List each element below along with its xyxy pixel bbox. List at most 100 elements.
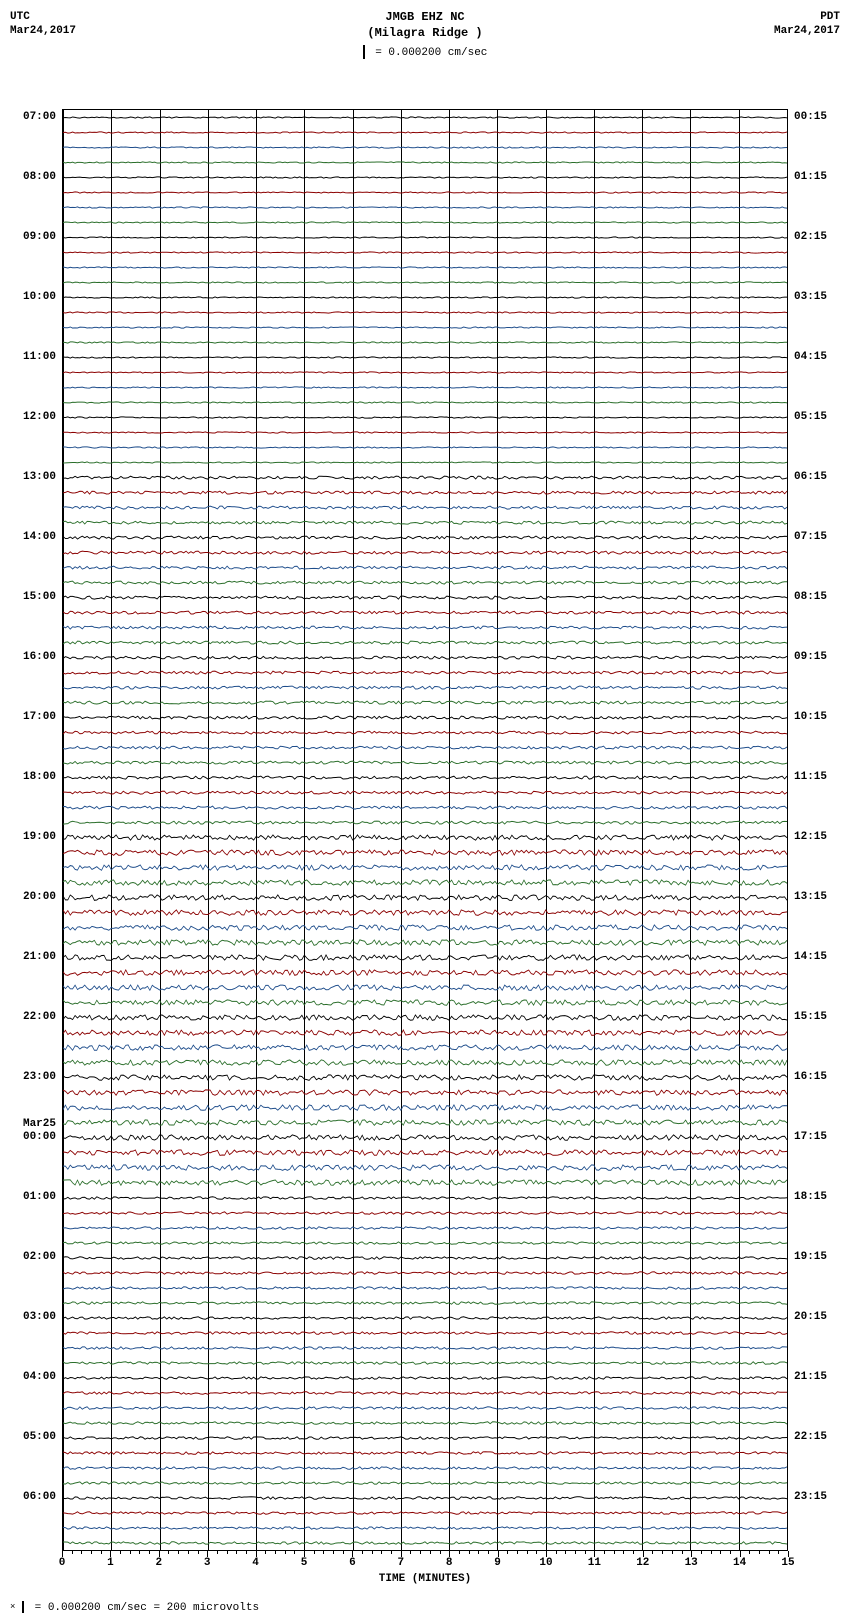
xtick-minor: [275, 1551, 276, 1554]
xtick-label: 2: [155, 1557, 162, 1569]
trace: [63, 1040, 787, 1055]
vgrid-line: [787, 110, 788, 1550]
right-time-label: 11:15: [794, 771, 827, 783]
trace: [63, 1209, 787, 1217]
xtick-minor: [139, 1551, 140, 1554]
trace: [63, 1224, 787, 1232]
left-time-label: 03:00: [23, 1311, 56, 1323]
trace: [63, 578, 787, 587]
trace: [63, 1419, 787, 1427]
xtick-label: 15: [781, 1557, 794, 1569]
trace: [63, 713, 787, 722]
scale-info: = 0.000200 cm/sec: [10, 45, 840, 59]
xtick-minor: [682, 1551, 683, 1554]
xtick-minor: [575, 1551, 576, 1554]
scale-text: = 0.000200 cm/sec: [375, 47, 487, 59]
trace: [63, 803, 787, 812]
trace: [63, 1389, 787, 1397]
trace: [63, 355, 787, 360]
left-time-label: 13:00: [23, 471, 56, 483]
trace: [63, 980, 787, 995]
xtick-minor: [440, 1551, 441, 1554]
scale-bar-icon: [363, 45, 365, 59]
xtick-minor: [652, 1551, 653, 1554]
xtick-minor: [527, 1551, 528, 1554]
right-time-label: 05:15: [794, 411, 827, 423]
trace: [63, 160, 787, 165]
xtick-minor: [517, 1551, 518, 1554]
left-time-label: 09:00: [23, 231, 56, 243]
right-time-label: 09:15: [794, 651, 827, 663]
trace: [63, 1359, 787, 1367]
trace: [63, 1434, 787, 1442]
trace: [63, 1464, 787, 1472]
trace: [63, 1269, 787, 1277]
right-time-label: 13:15: [794, 891, 827, 903]
trace: [63, 1284, 787, 1292]
right-time-label: 22:15: [794, 1431, 827, 1443]
right-time-label: 23:15: [794, 1491, 827, 1503]
xtick-label: 7: [397, 1557, 404, 1569]
trace: [63, 340, 787, 345]
trace: [63, 818, 787, 827]
xtick-minor: [314, 1551, 315, 1554]
tz-left-label: UTC: [10, 10, 76, 24]
xtick-minor: [585, 1551, 586, 1554]
trace: [63, 683, 787, 692]
right-time-label: 12:15: [794, 831, 827, 843]
trace: [63, 400, 787, 405]
right-time-label: 01:15: [794, 171, 827, 183]
trace: [63, 845, 787, 860]
trace: [63, 385, 787, 390]
left-time-label: 06:00: [23, 1491, 56, 1503]
xtick-minor: [285, 1551, 286, 1554]
left-time-label: 21:00: [23, 951, 56, 963]
trace: [63, 1479, 787, 1487]
tz-right: PDT Mar24,2017: [774, 10, 840, 39]
right-time-label: 00:15: [794, 111, 827, 123]
left-time-label: 02:00: [23, 1251, 56, 1263]
trace: [63, 1055, 787, 1070]
trace: [63, 1115, 787, 1130]
xtick-minor: [265, 1551, 266, 1554]
xtick-minor: [294, 1551, 295, 1554]
trace: [63, 265, 787, 270]
trace: [63, 1085, 787, 1100]
xtick-minor: [778, 1551, 779, 1554]
footer-prefix: ×: [10, 1602, 15, 1612]
trace: [63, 430, 787, 435]
right-time-label: 17:15: [794, 1131, 827, 1143]
xtick-minor: [672, 1551, 673, 1554]
trace: [63, 310, 787, 315]
right-time-label: 18:15: [794, 1191, 827, 1203]
trace: [63, 788, 787, 797]
right-time-label: 20:15: [794, 1311, 827, 1323]
left-time-label: 22:00: [23, 1011, 56, 1023]
xtick-minor: [343, 1551, 344, 1554]
trace: [63, 190, 787, 195]
trace: [63, 175, 787, 180]
trace: [63, 950, 787, 965]
xtick-minor: [72, 1551, 73, 1554]
trace: [63, 548, 787, 557]
xtick-label: 11: [588, 1557, 601, 1569]
trace: [63, 1494, 787, 1502]
trace: [63, 1374, 787, 1382]
footer: × = 0.000200 cm/sec = 200 microvolts: [10, 1601, 840, 1614]
right-time-label: 03:15: [794, 291, 827, 303]
xtick-minor: [372, 1551, 373, 1554]
xtick-minor: [459, 1551, 460, 1554]
xtick-minor: [662, 1551, 663, 1554]
xtick-minor: [236, 1551, 237, 1554]
trace: [63, 1070, 787, 1085]
xtick-minor: [730, 1551, 731, 1554]
xtick-minor: [720, 1551, 721, 1554]
trace: [63, 250, 787, 255]
trace: [63, 935, 787, 950]
trace: [63, 115, 787, 120]
xtick-label: 9: [494, 1557, 501, 1569]
trace: [63, 503, 787, 512]
right-time-label: 19:15: [794, 1251, 827, 1263]
left-time-label: 07:00: [23, 111, 56, 123]
left-time-label: 08:00: [23, 171, 56, 183]
